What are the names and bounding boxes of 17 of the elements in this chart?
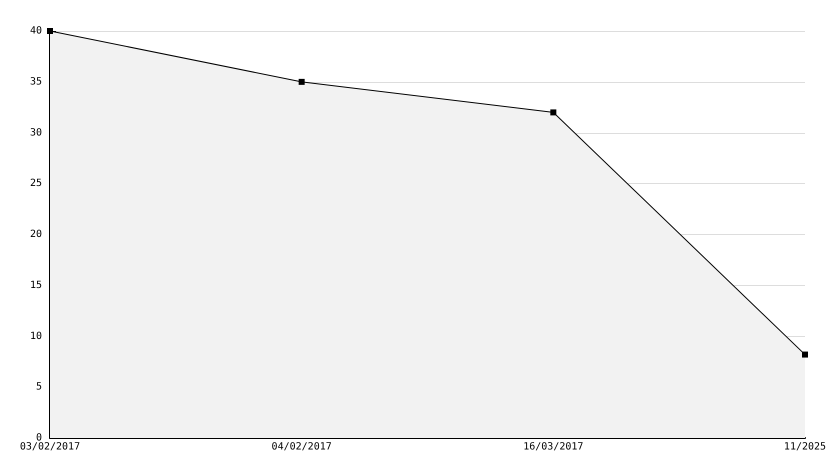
y-tick-label: 5 xyxy=(36,382,42,393)
y-tick-label: 30 xyxy=(30,127,42,138)
point xyxy=(298,78,305,85)
point xyxy=(550,109,556,116)
point xyxy=(802,352,808,358)
x-tick-label: 03/02/2017 xyxy=(20,442,80,452)
x-tick-label: 16/03/2017 xyxy=(523,442,584,452)
point xyxy=(47,28,53,34)
y-tick-label: 35 xyxy=(30,76,42,88)
x-tick-label: 04/02/2017 xyxy=(272,442,332,452)
y-tick-label: 25 xyxy=(30,178,42,190)
y-tick-label: 20 xyxy=(30,229,42,240)
y-tick-label: 40 xyxy=(30,26,42,36)
x-tick-label: 11/2025 xyxy=(784,442,826,452)
y-tick-label: 15 xyxy=(30,280,42,291)
y-tick-label: 10 xyxy=(30,330,42,342)
y-tick-label: 0 xyxy=(36,432,42,444)
